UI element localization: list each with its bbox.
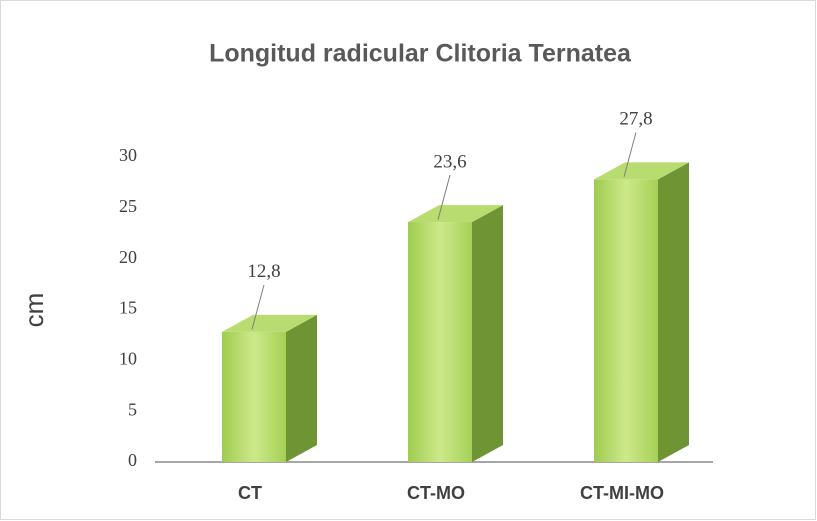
leader-line	[437, 174, 451, 220]
bar-front	[594, 179, 658, 462]
bar-side	[286, 314, 317, 462]
y-tick-label: 0	[128, 450, 137, 470]
x-tick-label: CT-MO	[407, 483, 465, 503]
bar-side	[472, 205, 503, 463]
bar	[222, 314, 317, 462]
value-label: 27,8	[619, 109, 652, 130]
y-tick-label: 25	[119, 196, 137, 216]
leader-line	[251, 284, 265, 330]
bar-top	[408, 205, 503, 223]
y-tick-label: 15	[119, 298, 137, 318]
value-label: 23,6	[433, 151, 466, 172]
y-axis-label: cm	[19, 293, 49, 328]
bar	[408, 205, 503, 463]
leader-line	[623, 132, 637, 177]
bar-side	[658, 162, 689, 462]
y-tick-label: 20	[119, 247, 137, 267]
bar	[594, 162, 689, 462]
chart-title: Longitud radicular Clitoria Ternatea	[209, 40, 632, 68]
bar-top	[594, 162, 689, 180]
bar-front	[222, 331, 286, 462]
value-label: 12,8	[247, 261, 280, 282]
x-tick-label: CT	[238, 483, 262, 503]
x-tick-label: CT-MI-MO	[580, 483, 664, 503]
y-tick-label: 5	[128, 399, 137, 419]
bar-top	[222, 314, 317, 332]
bar-front	[408, 222, 472, 462]
y-tick-label: 30	[119, 145, 137, 165]
y-tick-label: 10	[119, 348, 137, 368]
